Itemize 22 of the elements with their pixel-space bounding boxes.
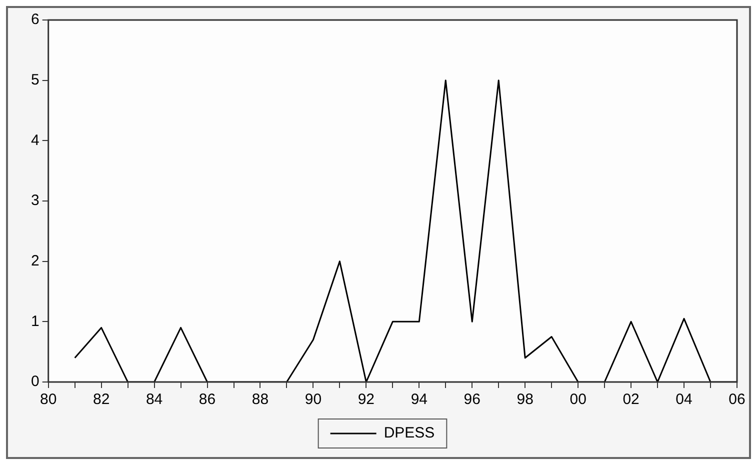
y-tick-label: 6 (31, 11, 40, 28)
x-tick-label: 88 (252, 391, 269, 408)
x-tick-label: 00 (570, 391, 586, 408)
x-tick-label: 90 (304, 391, 322, 408)
y-tick-label: 3 (31, 192, 40, 210)
x-tick-label: 86 (198, 391, 216, 408)
x-tick-label: 02 (622, 391, 640, 408)
x-tick-label: 84 (146, 391, 163, 408)
y-tick-label: 4 (31, 132, 40, 149)
y-tick-label: 2 (31, 252, 40, 270)
y-tick-label: 1 (31, 312, 40, 330)
x-tick-label: 80 (40, 391, 57, 408)
x-tick-label: 82 (92, 391, 110, 408)
y-tick-label: 0 (31, 373, 40, 390)
x-tick-label: 96 (464, 391, 480, 408)
x-tick-label: 94 (410, 391, 428, 408)
y-tick-label: 5 (31, 71, 40, 88)
legend-label: DPESS (384, 424, 435, 442)
x-tick-label: 06 (728, 391, 746, 408)
x-tick-label: 98 (516, 391, 534, 408)
x-tick-label: 04 (676, 391, 692, 408)
x-tick-label: 92 (358, 391, 375, 408)
